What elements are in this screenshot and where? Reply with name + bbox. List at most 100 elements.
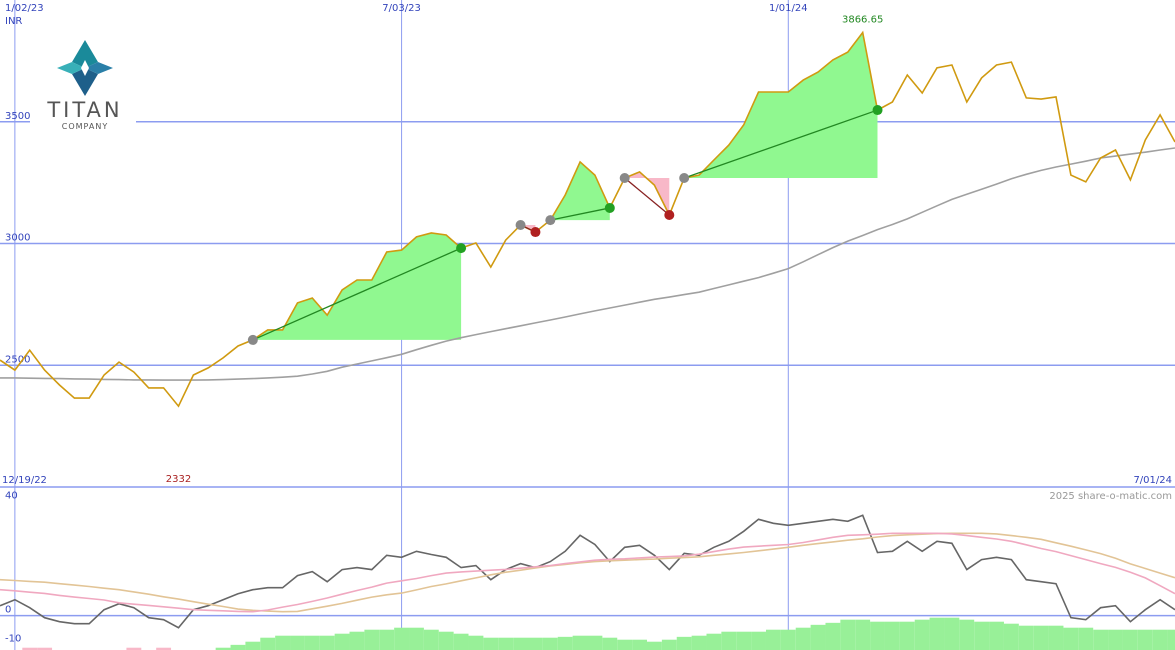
- signal-start: [515, 219, 526, 230]
- logo-subtitle: COMPANY: [62, 122, 108, 131]
- signal-area: [550, 161, 610, 221]
- series-line: [0, 30, 1175, 408]
- bar: [1137, 629, 1153, 650]
- signal-end: [456, 243, 467, 254]
- bar: [870, 621, 885, 650]
- bar: [557, 636, 573, 650]
- bar: [706, 633, 722, 650]
- bar: [989, 621, 1004, 650]
- bar: [245, 641, 261, 650]
- bar: [765, 629, 781, 650]
- bar: [1167, 629, 1175, 650]
- bar: [483, 637, 499, 650]
- y-tick-label: -10: [5, 633, 21, 644]
- bar: [676, 636, 692, 650]
- logo-name: TITAN: [46, 98, 122, 122]
- y-tick-label: 3000: [5, 233, 30, 244]
- bar: [959, 619, 975, 650]
- watermark: 2025 share-o-matic.com: [1049, 491, 1172, 502]
- bar: [498, 637, 514, 650]
- bar: [364, 629, 380, 650]
- bar: [528, 637, 543, 650]
- bar: [349, 631, 365, 650]
- bar: [230, 644, 246, 650]
- bar: [572, 635, 588, 650]
- bar: [1078, 627, 1094, 650]
- bar: [37, 647, 53, 650]
- bar: [1003, 623, 1019, 650]
- bar: [914, 619, 930, 650]
- y-tick-label: 40: [5, 490, 18, 501]
- bar: [275, 635, 291, 650]
- bar: [319, 635, 335, 650]
- bar: [1152, 629, 1168, 650]
- bar: [394, 627, 410, 650]
- bar: [721, 631, 737, 650]
- signal-start: [247, 334, 258, 345]
- bar: [22, 647, 38, 650]
- signal-area: [252, 233, 462, 340]
- bar: [602, 637, 618, 650]
- bar: [260, 637, 276, 650]
- bar: [929, 617, 945, 650]
- x-tick-label: 1/01/24: [769, 3, 808, 14]
- bar: [1063, 627, 1079, 650]
- x-tick-label: 7/03/23: [382, 3, 421, 14]
- bar: [617, 639, 633, 650]
- bar: [795, 627, 811, 650]
- signal-start: [619, 172, 630, 183]
- logo: TITAN COMPANY: [30, 30, 136, 134]
- bar: [1018, 625, 1034, 650]
- bar: [840, 619, 856, 650]
- logo-shape: [85, 62, 113, 74]
- logo-shape: [72, 40, 98, 68]
- period-start: 12/19/22: [2, 475, 47, 486]
- bar: [691, 635, 707, 650]
- signal-end: [530, 227, 541, 238]
- plot: 1/02/23 7/03/23 1/01/24 INR 12/19/22 7/01/24 2…: [0, 3, 1175, 650]
- bar: [810, 624, 826, 650]
- bar: [423, 629, 439, 650]
- y-tick-label: 0: [5, 605, 11, 616]
- x-tick-label: 1/02/23: [5, 3, 44, 14]
- signal-area: [684, 32, 878, 178]
- signal-end: [872, 105, 883, 116]
- signal-line: [683, 109, 878, 179]
- bar: [156, 647, 172, 650]
- bar: [542, 637, 558, 650]
- series-line: [0, 514, 1175, 629]
- signal-end: [604, 202, 615, 213]
- bar: [1093, 629, 1109, 650]
- logo-shape: [57, 62, 85, 74]
- bar: [825, 622, 841, 650]
- bar: [661, 639, 677, 650]
- bar: [899, 621, 915, 650]
- logo-shape: [72, 68, 98, 96]
- bar: [1033, 625, 1049, 650]
- bar: [215, 647, 231, 650]
- bar: [1122, 629, 1138, 650]
- bar: [126, 647, 142, 650]
- series-line: [0, 532, 1175, 613]
- bar: [884, 621, 900, 650]
- signal-area: [624, 171, 670, 215]
- bar: [453, 633, 469, 650]
- bar: [468, 635, 484, 650]
- signal-line: [624, 177, 670, 216]
- logo-star: [81, 60, 89, 76]
- series-line: [0, 532, 1175, 613]
- signal-line: [252, 247, 462, 341]
- bar: [587, 635, 603, 650]
- signal-start: [545, 215, 556, 226]
- y-tick-label: 2500: [5, 354, 30, 365]
- bar: [855, 619, 871, 650]
- series-line: [0, 147, 1175, 381]
- period-end: 7/01/24: [1133, 475, 1172, 486]
- bar: [290, 635, 305, 650]
- bar: [409, 627, 424, 650]
- bar: [1108, 629, 1123, 650]
- unit-label: INR: [5, 16, 22, 27]
- annotation: 3866.65: [842, 14, 883, 25]
